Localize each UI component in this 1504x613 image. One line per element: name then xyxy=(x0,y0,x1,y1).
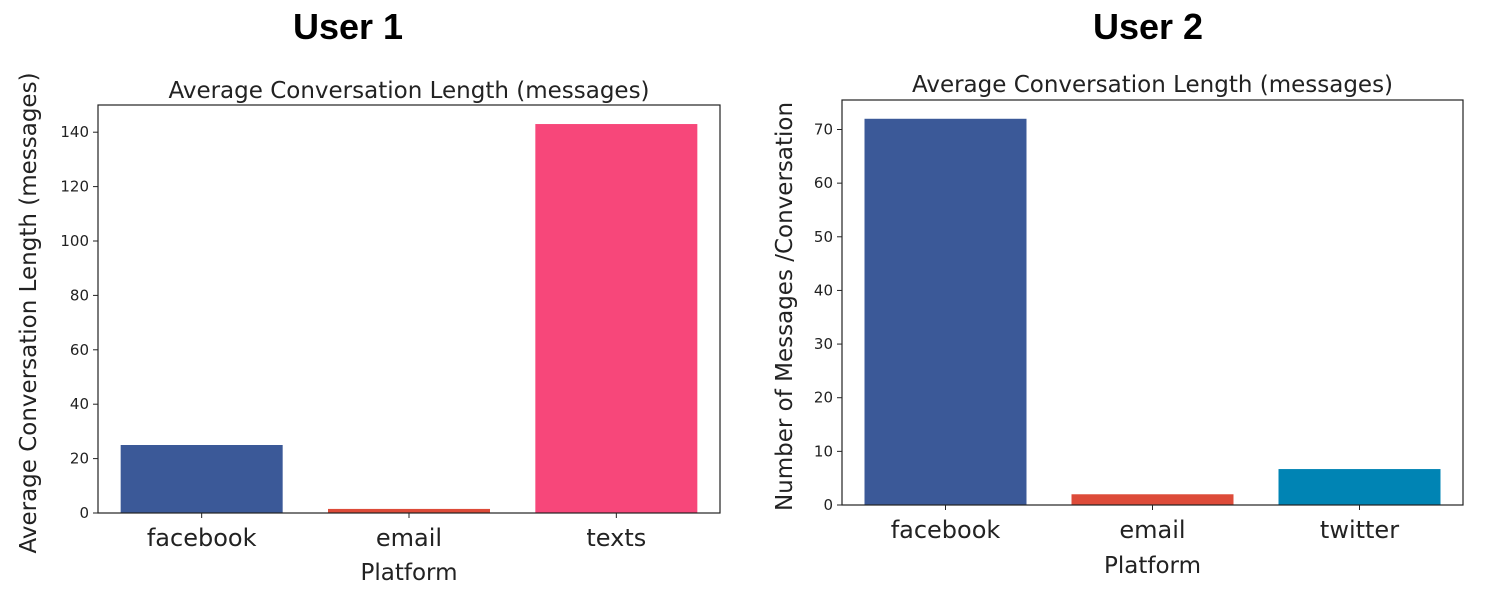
x-tick-label-facebook: facebook xyxy=(891,516,1001,544)
y-tick-label: 40 xyxy=(70,395,89,413)
y-tick-label: 10 xyxy=(814,442,833,460)
y-tick-label: 100 xyxy=(60,232,89,250)
y-tick-label: 0 xyxy=(823,496,833,514)
x-tick-label-twitter: twitter xyxy=(1320,516,1399,544)
y-tick-label: 140 xyxy=(60,123,89,141)
y-tick-label: 120 xyxy=(60,178,89,196)
bar-email xyxy=(1071,494,1234,505)
x-axis-label: Platform xyxy=(1104,553,1201,579)
x-tick-label-facebook: facebook xyxy=(147,524,257,552)
bar-facebook xyxy=(120,445,283,513)
y-tick-label: 0 xyxy=(79,504,89,522)
plot-frame xyxy=(97,104,721,514)
y-tick-label: 60 xyxy=(70,341,89,359)
panel-heading-user-2: User 2 xyxy=(1092,6,1204,47)
y-tick-label: 40 xyxy=(814,281,833,299)
y-tick-label: 30 xyxy=(814,335,833,353)
y-tick-label: 70 xyxy=(814,121,833,139)
y-tick-label: 20 xyxy=(70,450,89,468)
x-tick-label-email: email xyxy=(376,524,442,552)
plot-frame xyxy=(841,99,1464,506)
x-tick-label-texts: texts xyxy=(586,524,646,552)
bar-twitter xyxy=(1278,469,1441,505)
bar-facebook xyxy=(864,118,1027,505)
bar-email xyxy=(328,508,490,513)
y-tick-label: 50 xyxy=(814,228,833,246)
bar-texts xyxy=(535,124,698,513)
y-axis-label: Average Conversation Length (messages) xyxy=(16,72,42,553)
panel-heading-user-1: User 1 xyxy=(292,6,404,47)
x-tick-label-email: email xyxy=(1119,516,1185,544)
y-tick-label: 20 xyxy=(814,389,833,407)
chart-2-title: Average Conversation Length (messages) xyxy=(912,72,1393,98)
x-axis-label: Platform xyxy=(361,560,458,586)
chart-1-title: Average Conversation Length (messages) xyxy=(168,78,649,104)
y-tick-label: 60 xyxy=(814,174,833,192)
y-tick-label: 80 xyxy=(70,286,89,304)
y-axis-label: Number of Messages /Conversation xyxy=(772,102,798,511)
